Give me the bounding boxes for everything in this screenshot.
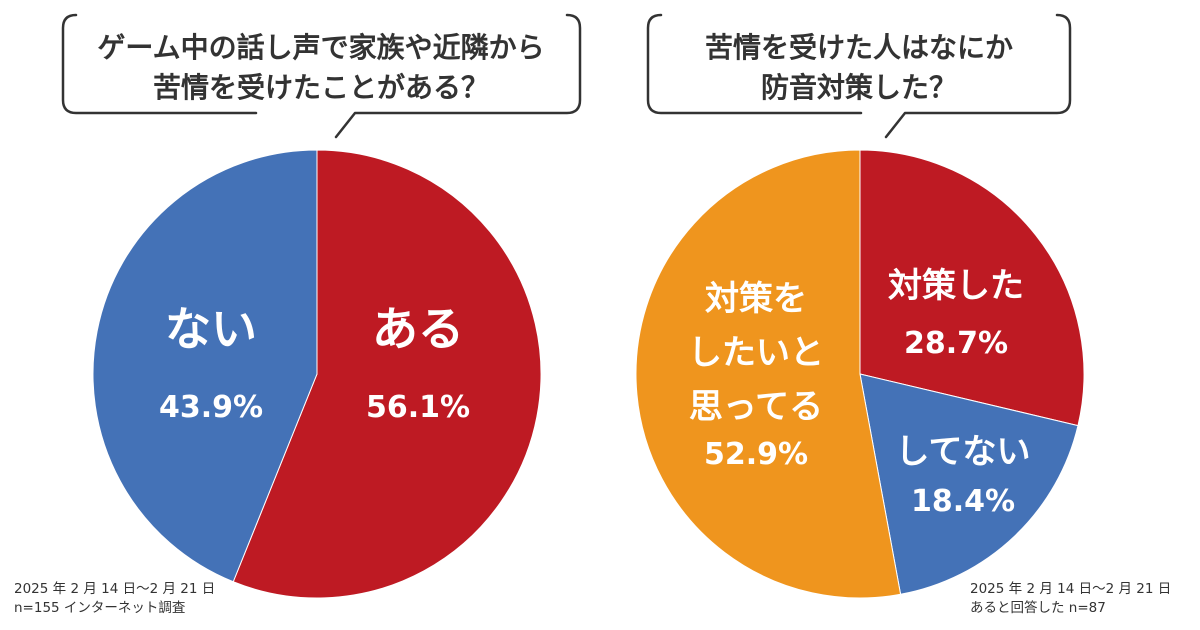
left-pie-labels: ある 56.1% ない 43.9% [159, 302, 470, 425]
pie-0-slice-0 [232, 149, 542, 599]
right-note-line-1: 2025 年 2 月 14 日〜2 月 21 日 [970, 581, 1172, 597]
right-bubble-outline [646, 13, 1072, 139]
left-bubble-outline [61, 13, 582, 139]
left-survey-note: 2025 年 2 月 14 日〜2 月 21 日 n=155 インターネット調査 [14, 580, 215, 618]
pie-1-slice-0 [859, 149, 1085, 427]
pie-0-slice-1-value-label: 43.9% [159, 390, 263, 425]
pie-1-slice-1-value-label: 18.4% [911, 484, 1015, 519]
left-question-bubble: ゲーム中の話し声で家族や近隣から 苦情を受けたことがある？ [61, 13, 582, 139]
pie-0-slice-1 [92, 149, 318, 583]
pie-1-slice-1 [859, 373, 1079, 595]
pie-1-slice-1-label-line-0: してない [896, 432, 1031, 472]
right-note-line-2: あると回答した n=87 [970, 600, 1106, 616]
pie-1-slice-2-label-line-1: したいと [688, 333, 824, 373]
right-question-line-2: 防音対策した？ [761, 71, 957, 104]
right-survey-note: 2025 年 2 月 14 日〜2 月 21 日 あると回答した n=87 [970, 580, 1171, 618]
left-question-line-2: 苦情を受けたことがある？ [153, 71, 489, 104]
pie-1-slice-2-label-line-0: 対策を [705, 279, 807, 319]
pie-1-slice-0-value-label: 28.7% [904, 326, 1008, 361]
right-question-bubble: 苦情を受けた人はなにか 防音対策した？ [646, 13, 1072, 139]
pie-1-slice-2-label-line-2: 思ってる [689, 387, 823, 427]
pie-0-slice-0-value-label: 56.1% [366, 390, 470, 425]
left-note-line-1: 2025 年 2 月 14 日〜2 月 21 日 [14, 581, 216, 597]
right-question-line-1: 苦情を受けた人はなにか [705, 31, 1013, 64]
left-pie-chart [92, 149, 542, 599]
pie-1-slice-2-value-label: 52.9% [704, 437, 808, 472]
pie-1-slice-0-label-line-0: 対策した [888, 266, 1024, 306]
left-question-line-1: ゲーム中の話し声で家族や近隣から [97, 31, 544, 64]
pie-0-slice-1-label-line-0: ない [165, 302, 257, 356]
left-note-line-2: n=155 インターネット調査 [14, 600, 186, 616]
pie-0-slice-0-label-line-0: ある [372, 302, 464, 356]
pie-1-slice-2 [635, 149, 902, 599]
right-pie-chart [635, 149, 1085, 599]
